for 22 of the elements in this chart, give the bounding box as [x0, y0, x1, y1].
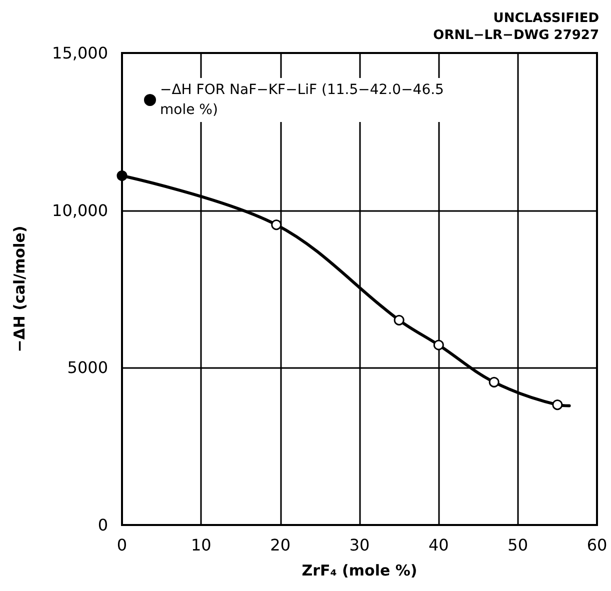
point [552, 400, 563, 410]
text: ORNL−LR−DWG 27927 [433, 28, 599, 43]
y-tick-label: 5000 [67, 358, 108, 378]
point [271, 220, 282, 230]
legend-label: −ΔH FOR NaF−KF−LiF (11.5−42.0−46.5 mole %) [160, 82, 448, 118]
y-tick-label: 0 [98, 516, 108, 534]
x-tick-label: 50 [508, 536, 528, 554]
x-tick-label: 0 [116, 536, 128, 554]
y-axis-title: −ΔH (cal/mole) [10, 226, 28, 352]
y-tick-label: 15,000 [52, 44, 108, 62]
y-tick-label: 10,000 [52, 200, 108, 220]
point [488, 376, 500, 388]
point [433, 340, 444, 350]
x-axis-title: ZrF₄ (mole %) [302, 562, 418, 580]
x-tick-label: 10 [190, 536, 212, 554]
point [394, 314, 404, 326]
x-tick-label: 30 [349, 536, 370, 554]
x-tick-label: 20 [270, 536, 291, 554]
x-tick-label: 60 [586, 536, 608, 554]
point [116, 170, 128, 181]
text: UNCLASSIFIED [493, 11, 600, 26]
x-tick-label: 40 [428, 536, 449, 554]
